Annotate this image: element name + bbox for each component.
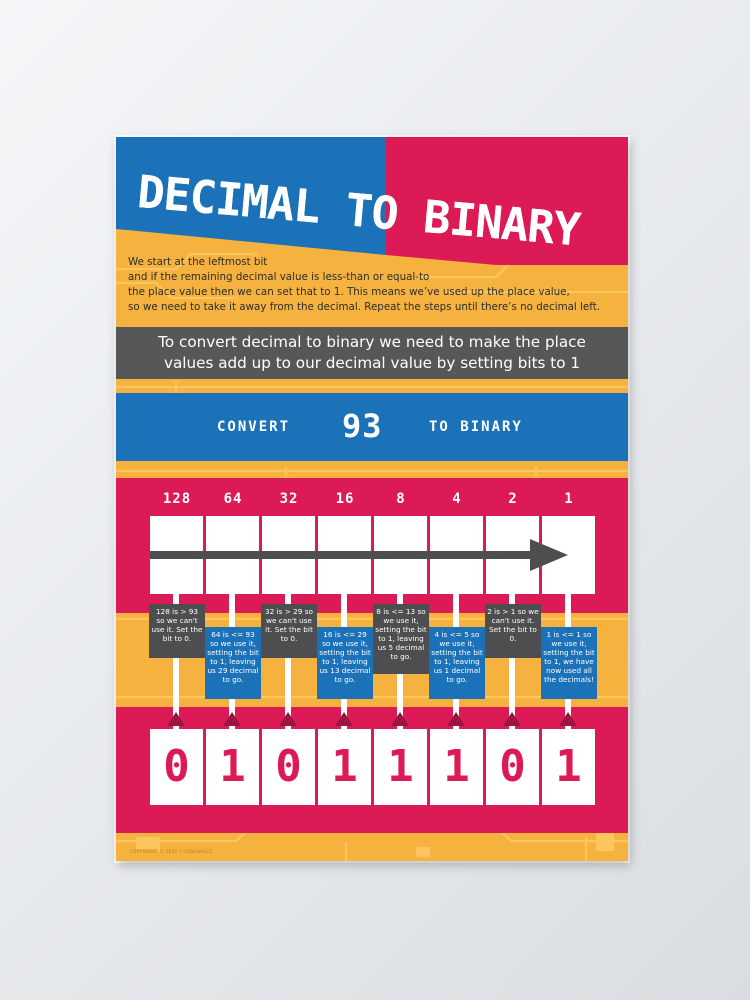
title-banner <box>116 137 628 265</box>
connector-line <box>173 594 179 604</box>
convert-number: 93 <box>342 407 383 445</box>
connector-line <box>565 594 571 627</box>
intro-line: We start at the leftmost bit <box>128 256 268 268</box>
intro-line: the place value then we can set that to … <box>128 286 570 298</box>
up-arrow-icon <box>279 712 297 726</box>
step-note: 64 is <= 93 so we use it, setting the bi… <box>205 627 261 699</box>
summary-line: values add up to our decimal value by se… <box>163 354 581 372</box>
binary-digit: 1 <box>430 729 483 805</box>
connector-line <box>173 658 179 729</box>
convert-prefix: CONVERT <box>217 419 291 435</box>
binary-digit: 0 <box>486 729 539 805</box>
connector-line <box>229 594 235 627</box>
convert-suffix: TO BINARY <box>429 419 523 435</box>
poster: DECIMAL TO BINARY We start at the leftmo… <box>116 137 628 861</box>
up-arrow-icon <box>559 712 577 726</box>
step-note: 2 is > 1 so we can't use it. Set the bit… <box>485 604 541 658</box>
connector-line <box>509 658 515 729</box>
step-note: 16 is <= 29 so we use it, setting the bi… <box>317 627 373 699</box>
up-arrow-icon <box>391 712 409 726</box>
up-arrow-icon <box>167 712 185 726</box>
up-arrow-icon <box>447 712 465 726</box>
binary-digit: 1 <box>318 729 371 805</box>
summary-band: To convert decimal to binary we need to … <box>116 327 628 379</box>
step-note: 32 is > 29 so we can't use it. Set the b… <box>261 604 317 658</box>
step-note: 128 is > 93 so we can't use it. Set the … <box>149 604 205 658</box>
place-value-label: 1 <box>564 491 574 507</box>
connector-line <box>285 594 291 604</box>
summary-line: To convert decimal to binary we need to … <box>158 333 586 351</box>
binary-digit: 0 <box>150 729 203 805</box>
connector-line <box>397 674 403 729</box>
intro-line: so we need to take it away from the deci… <box>128 301 601 313</box>
intro-text: We start at the leftmost bit and if the … <box>128 255 618 315</box>
convert-band: CONVERT 93 TO BINARY <box>116 393 628 461</box>
binary-digit: 1 <box>542 729 595 805</box>
connector-line <box>509 594 515 604</box>
step-note: 8 is <= 13 so we use it, setting the bit… <box>373 604 429 674</box>
place-value-label: 128 <box>162 491 192 507</box>
step-note: 4 is <= 5 so we use it, setting the bit … <box>429 627 485 699</box>
place-value-label: 8 <box>396 491 406 507</box>
place-value-label: 64 <box>223 491 243 507</box>
binary-digit: 1 <box>206 729 259 805</box>
intro-line: and if the remaining decimal value is le… <box>128 271 430 283</box>
connector-line <box>397 594 403 604</box>
step-note: 1 is <= 1 so we use it, setting the bit … <box>541 627 597 699</box>
up-arrow-icon <box>335 712 353 726</box>
connector-line <box>341 594 347 627</box>
place-value-label: 2 <box>508 491 518 507</box>
connector-line <box>453 594 459 627</box>
place-value-label: 16 <box>335 491 355 507</box>
connector-line <box>285 658 291 729</box>
binary-digit: 1 <box>374 729 427 805</box>
place-value-label: 32 <box>279 491 299 507</box>
copyright-text: COPYRIGHT © 2020 | CODEWHIZZ <box>130 849 214 854</box>
direction-arrow <box>150 539 568 571</box>
binary-digit: 0 <box>262 729 315 805</box>
place-value-label: 4 <box>452 491 462 507</box>
up-arrow-icon <box>503 712 521 726</box>
up-arrow-icon <box>223 712 241 726</box>
